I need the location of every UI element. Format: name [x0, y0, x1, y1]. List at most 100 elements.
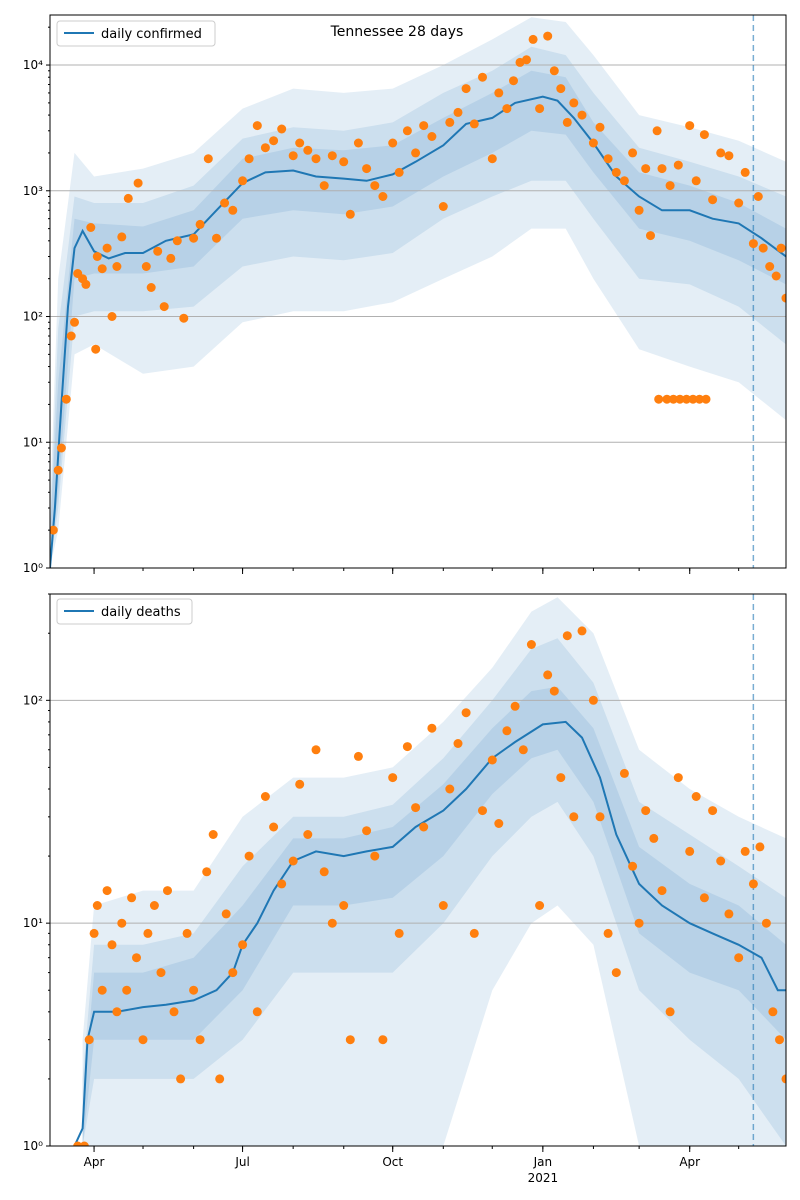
- plot-area: [50, 594, 786, 1146]
- data-point: [461, 84, 471, 94]
- data-point: [345, 1035, 355, 1045]
- data-point: [345, 209, 355, 219]
- data-point: [378, 1035, 388, 1045]
- data-point: [549, 686, 559, 696]
- data-point: [61, 394, 71, 404]
- data-point: [195, 219, 205, 229]
- data-point: [86, 223, 96, 232]
- data-point: [92, 901, 102, 910]
- data-point: [228, 968, 238, 978]
- data-point: [97, 985, 107, 995]
- data-point: [522, 55, 531, 65]
- axes-frame: [49, 14, 787, 569]
- data-point: [510, 701, 520, 711]
- data-point: [427, 723, 437, 733]
- data-point: [260, 792, 270, 801]
- data-point: [641, 806, 651, 816]
- series-line: [73, 720, 786, 1146]
- data-point: [288, 151, 298, 161]
- data-point: [665, 181, 675, 191]
- data-point: [716, 856, 726, 866]
- data-point: [146, 283, 156, 292]
- data-point: [588, 695, 598, 705]
- data-point: [577, 626, 587, 636]
- data-point: [562, 117, 572, 127]
- data-point: [487, 755, 497, 765]
- data-point: [402, 742, 412, 752]
- data-point: [775, 1035, 784, 1045]
- uncertainty-band-inner: [82, 686, 786, 1146]
- data-point: [502, 104, 512, 114]
- data-point: [149, 901, 159, 910]
- data-point: [549, 66, 559, 76]
- y-tick-label: 10³: [23, 184, 43, 198]
- data-point: [427, 132, 437, 141]
- data-point: [269, 136, 279, 146]
- data-point: [453, 739, 463, 748]
- data-point: [657, 164, 667, 174]
- data-point: [646, 231, 655, 241]
- data-point: [277, 124, 287, 134]
- data-point: [771, 271, 781, 281]
- data-point: [469, 928, 479, 938]
- data-point: [699, 893, 709, 903]
- data-point: [619, 768, 629, 778]
- data-point: [734, 198, 744, 208]
- data-point: [91, 344, 101, 354]
- data-point: [682, 394, 691, 404]
- data-point: [56, 443, 66, 453]
- data-point: [362, 164, 372, 174]
- data-point: [695, 394, 704, 404]
- data-point: [172, 236, 182, 246]
- x-tick-label: Apr: [679, 1155, 700, 1169]
- data-point: [252, 1007, 262, 1017]
- data-point: [556, 84, 566, 94]
- data-point: [478, 806, 487, 816]
- data-point: [628, 148, 638, 158]
- y-tick-label: 10⁰: [23, 561, 43, 575]
- data-point: [652, 126, 662, 136]
- data-point: [755, 842, 765, 852]
- data-point: [748, 879, 758, 889]
- data-point: [494, 819, 504, 828]
- data-point: [657, 886, 667, 896]
- figure-title: Tennessee 28 days: [330, 24, 464, 40]
- data-point: [685, 846, 695, 856]
- data-point: [252, 121, 262, 131]
- data-point: [303, 145, 313, 155]
- plot-area: [50, 15, 786, 568]
- data-point: [176, 1074, 186, 1084]
- data-point: [228, 205, 238, 215]
- data-point: [569, 812, 579, 822]
- data-point: [765, 262, 775, 271]
- data-point: [776, 243, 786, 253]
- data-point: [203, 154, 213, 164]
- y-tick-label: 10¹: [23, 916, 43, 930]
- data-point: [419, 822, 429, 832]
- data-point: [89, 928, 99, 938]
- data-point: [691, 176, 701, 186]
- data-point: [662, 394, 672, 404]
- data-point: [691, 792, 701, 801]
- x-tick-label: Oct: [382, 1155, 403, 1169]
- data-point: [295, 779, 305, 789]
- data-point: [327, 918, 337, 928]
- data-point: [603, 154, 613, 164]
- data-point: [182, 928, 192, 938]
- data-point: [654, 394, 664, 404]
- data-point: [220, 198, 230, 208]
- data-point: [701, 394, 711, 404]
- data-point: [260, 143, 270, 153]
- data-point: [102, 886, 112, 896]
- data-point: [535, 901, 545, 910]
- data-point: [277, 879, 287, 889]
- data-point: [311, 154, 321, 164]
- data-point: [153, 246, 163, 256]
- y-tick-label: 10²: [23, 310, 43, 324]
- data-point: [595, 812, 605, 822]
- data-point: [619, 176, 629, 186]
- data-point: [453, 107, 463, 117]
- data-point: [781, 1074, 786, 1084]
- data-point: [438, 901, 448, 910]
- data-point: [169, 1007, 179, 1017]
